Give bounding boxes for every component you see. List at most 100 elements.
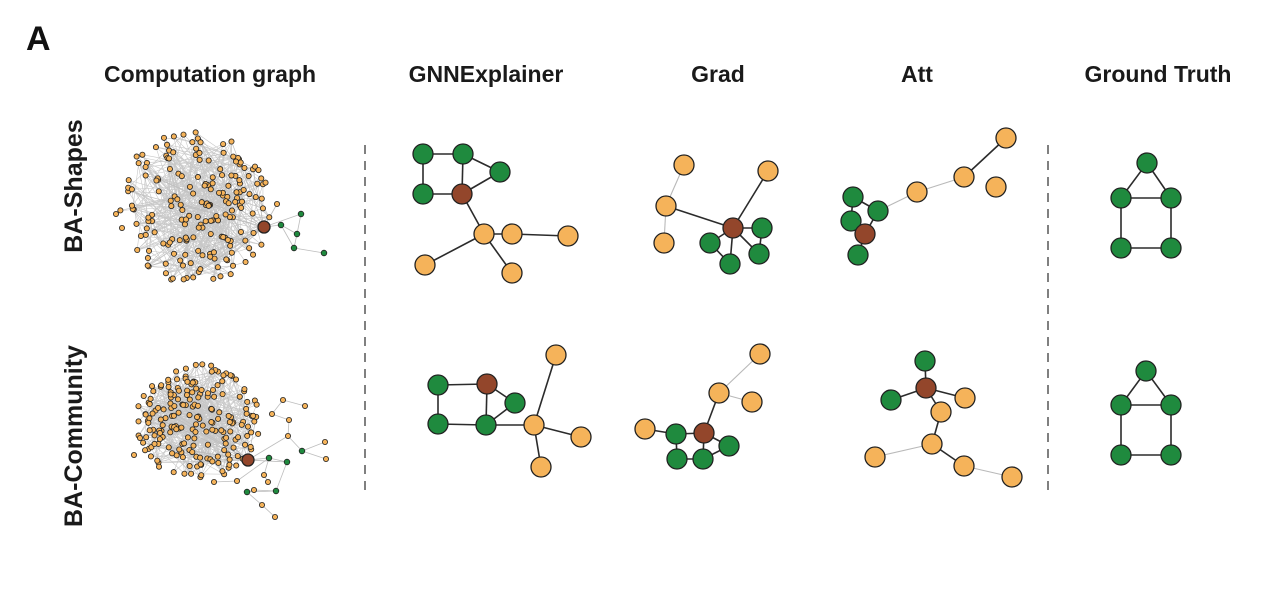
orange-node (145, 419, 152, 426)
graph-edge (225, 375, 231, 438)
orange-node (220, 149, 227, 156)
orange-node (219, 172, 226, 179)
graph-edge (131, 205, 172, 280)
graph-edge (148, 266, 231, 275)
brown-node (257, 220, 271, 234)
orange-node (864, 446, 886, 468)
orange-node (655, 195, 677, 217)
graph-edge (173, 236, 224, 255)
orange-node (207, 217, 214, 224)
graph-edge (212, 216, 270, 221)
orange-node (130, 451, 137, 458)
green-node (699, 232, 721, 254)
orange-node (203, 428, 210, 435)
orange-node (246, 191, 253, 198)
orange-node (160, 134, 167, 141)
orange-node (995, 127, 1017, 149)
orange-node (223, 256, 230, 263)
graph-edge (235, 379, 243, 425)
graph-edge (202, 364, 218, 386)
orange-node (197, 461, 204, 468)
orange-node (230, 262, 237, 269)
orange-node (183, 391, 190, 398)
graph-edge (253, 489, 277, 492)
orange-node (244, 398, 251, 405)
graph-edge (171, 415, 249, 461)
graph-edge (172, 183, 241, 240)
graph-edge (173, 136, 183, 177)
orange-node (180, 131, 187, 138)
graph-edge (186, 252, 232, 279)
orange-node (190, 442, 197, 449)
brown-node (854, 223, 876, 245)
orange-node (151, 229, 158, 236)
orange-node (179, 262, 186, 269)
orange-node (197, 266, 204, 273)
orange-node (279, 396, 286, 403)
orange-node (242, 237, 249, 244)
green-node (1136, 152, 1158, 174)
orange-node (268, 410, 275, 417)
orange-node (653, 232, 675, 254)
graph-edge (212, 389, 247, 410)
green-node (1110, 394, 1132, 416)
orange-node (190, 274, 197, 281)
orange-node (218, 427, 225, 434)
orange-node (195, 224, 202, 231)
orange-node (165, 444, 172, 451)
green-node (1110, 444, 1132, 466)
orange-node (259, 205, 266, 212)
orange-node (137, 232, 144, 239)
orange-node (199, 422, 206, 429)
orange-node (143, 434, 150, 441)
graph-edge (137, 232, 155, 251)
orange-node (208, 406, 215, 413)
orange-node (196, 149, 203, 156)
orange-node (249, 210, 256, 217)
orange-node (158, 382, 165, 389)
orange-node (222, 211, 229, 218)
orange-node (264, 478, 271, 485)
orange-node (166, 239, 173, 246)
graph-edge (213, 220, 219, 279)
graph-edge (142, 154, 221, 170)
green-node (427, 413, 449, 435)
orange-node (144, 262, 151, 269)
orange-node (225, 182, 232, 189)
orange-node (180, 401, 187, 408)
orange-node (250, 412, 257, 419)
green-node (748, 243, 770, 265)
orange-node (236, 177, 243, 184)
graph-edge (131, 205, 231, 242)
ground-truth-graph-ba-community (1110, 360, 1182, 466)
orange-node (225, 412, 232, 419)
orange-node (180, 276, 187, 283)
orange-node (186, 463, 193, 470)
orange-node (209, 426, 216, 433)
orange-node (207, 186, 214, 193)
orange-node (192, 361, 199, 368)
orange-node (220, 141, 227, 148)
orange-node (228, 249, 235, 256)
orange-node (170, 412, 177, 419)
orange-node (207, 230, 214, 237)
orange-node (186, 212, 193, 219)
green-node (718, 435, 740, 457)
orange-node (178, 173, 185, 180)
computation-graph-ba-shapes (113, 129, 328, 283)
orange-node (193, 145, 200, 152)
brown-node (693, 422, 715, 444)
orange-node (235, 434, 242, 441)
brown-node (241, 453, 255, 467)
orange-node (208, 419, 215, 426)
orange-node (217, 166, 224, 173)
orange-node (227, 428, 234, 435)
graph-edge (165, 233, 211, 274)
orange-node (219, 378, 226, 385)
orange-node (128, 186, 135, 193)
orange-node (142, 447, 149, 454)
orange-node (219, 468, 226, 475)
orange-node (226, 214, 233, 221)
orange-node (192, 421, 199, 428)
